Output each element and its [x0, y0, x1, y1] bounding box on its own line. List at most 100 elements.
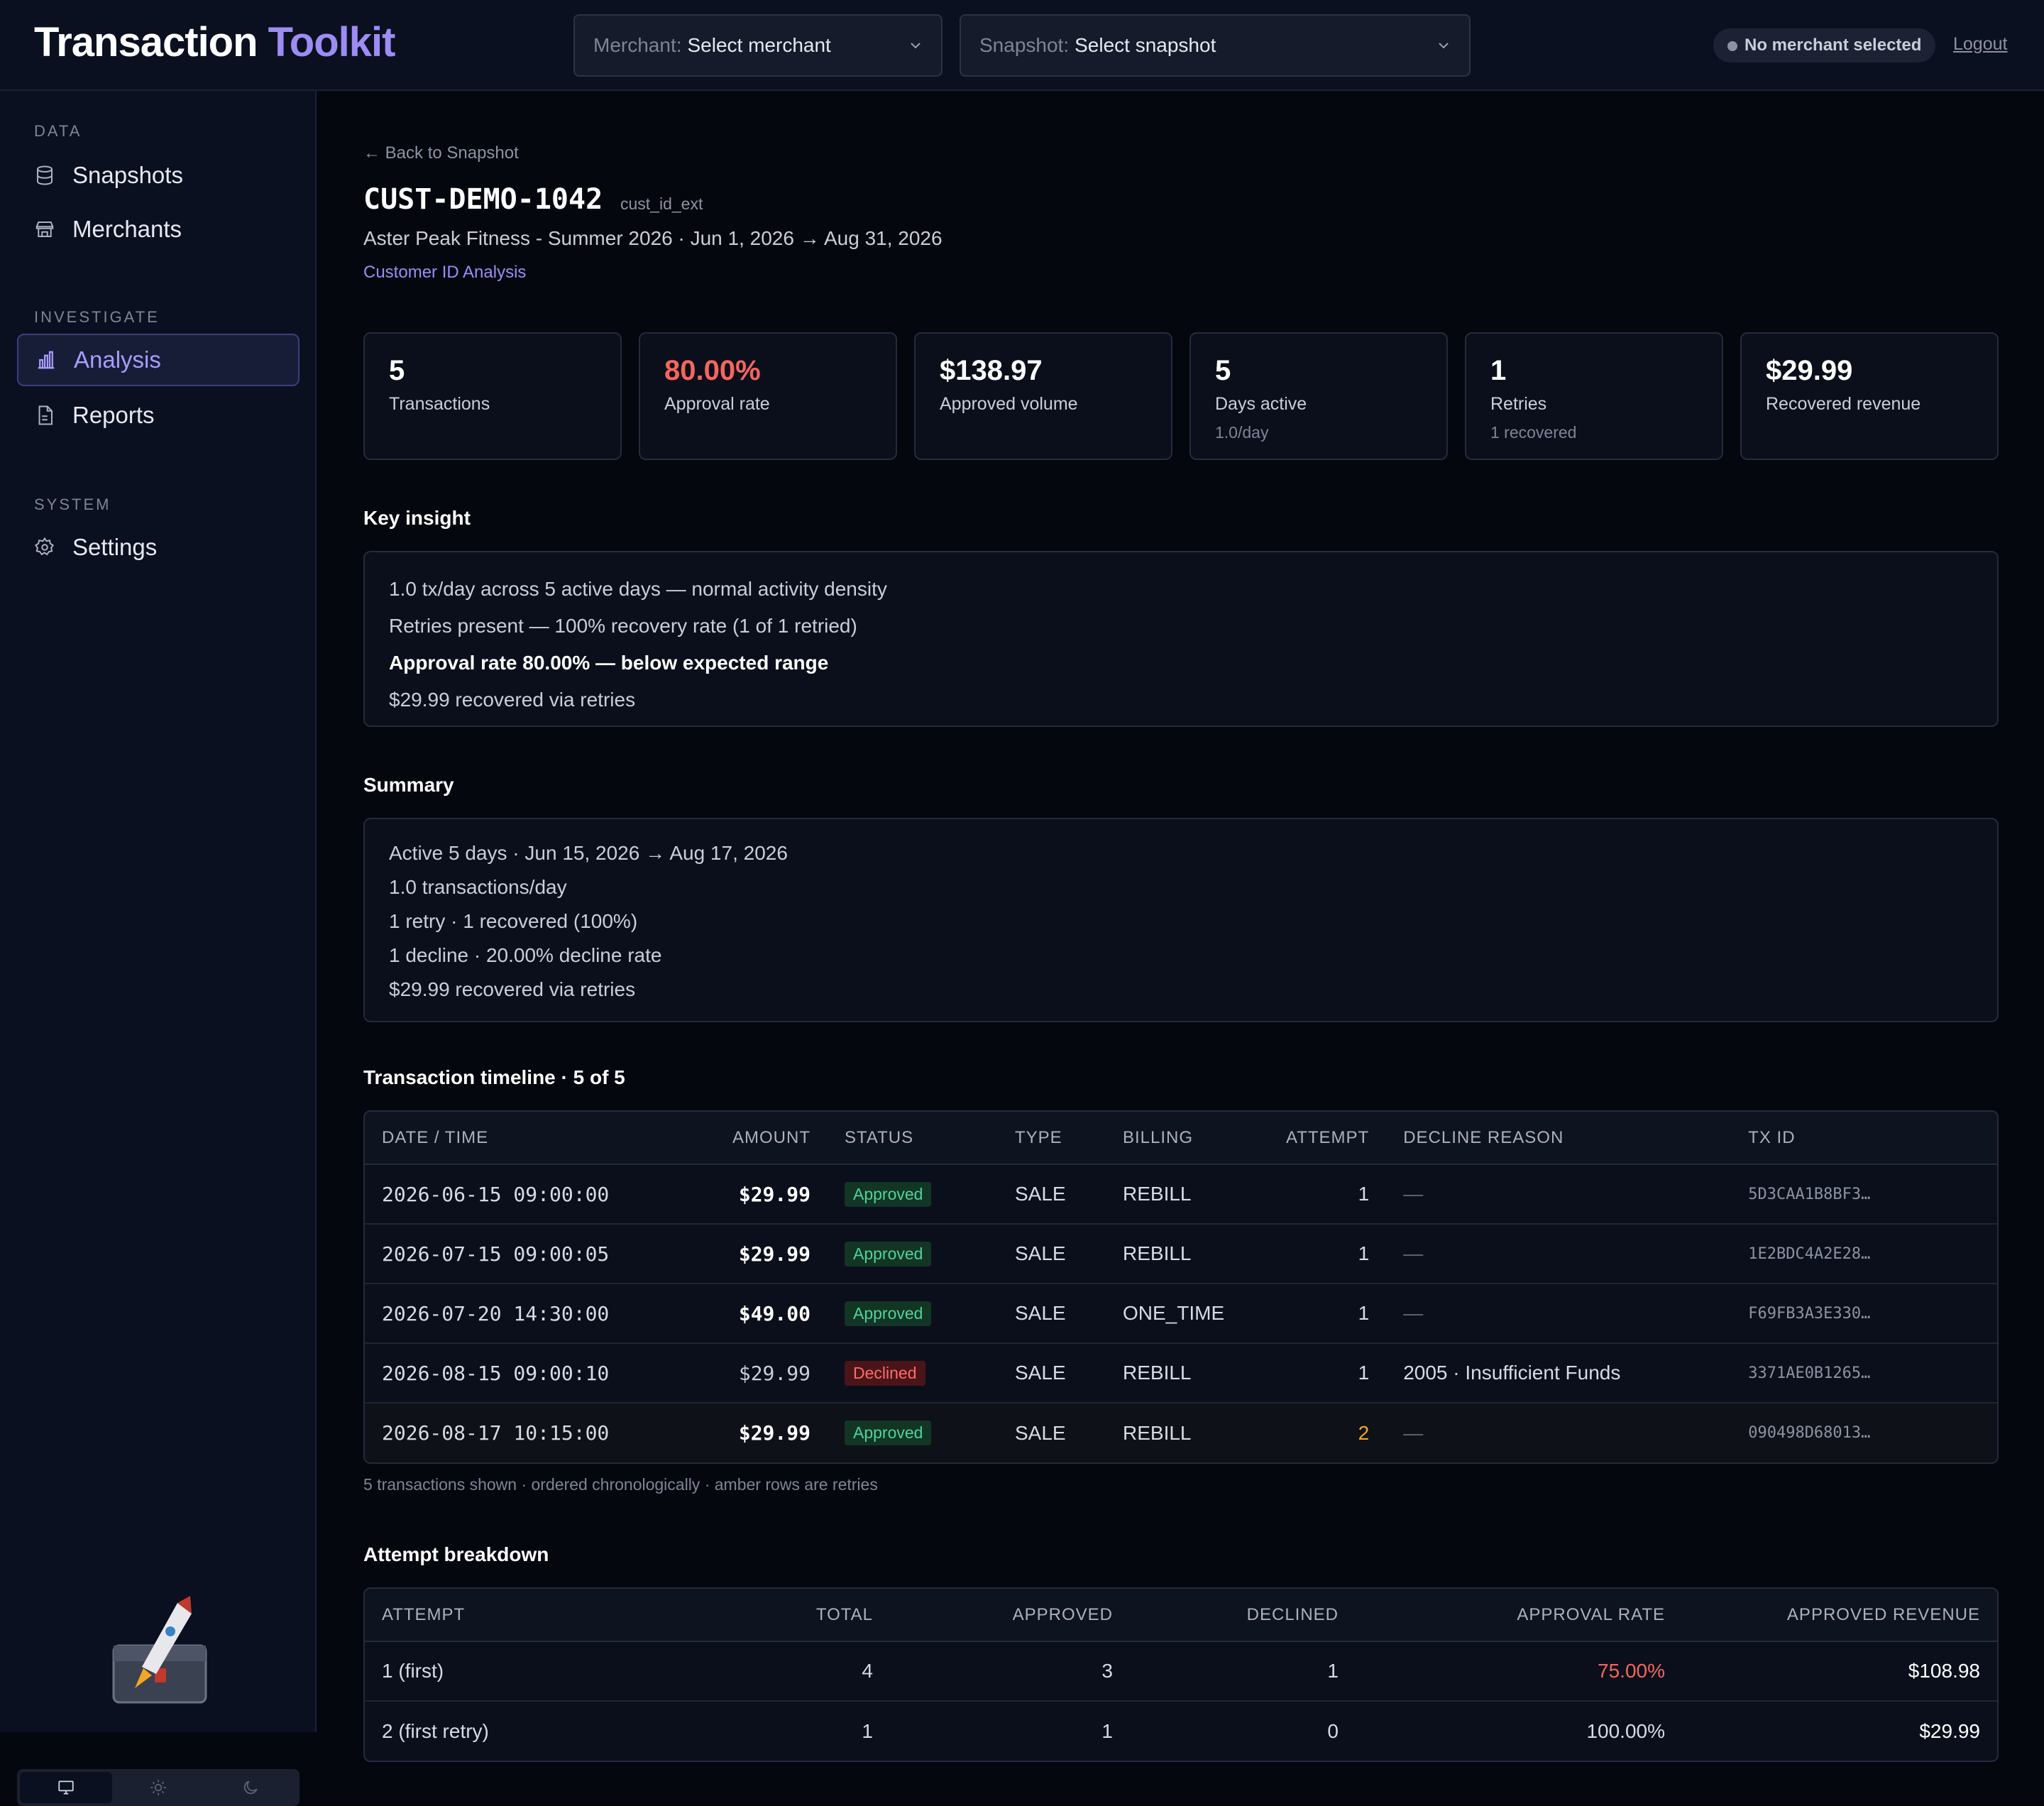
insight-line: Retries present — 100% recovery rate (1 …	[389, 615, 857, 637]
tx-attempt: 2	[1269, 1403, 1387, 1462]
document-icon	[38, 405, 53, 425]
attempt-breakdown-table: ATTEMPT TOTAL APPROVED DECLINED APPROVAL…	[363, 1587, 1999, 1762]
summary-title: Summary	[363, 774, 454, 796]
tx-billing: REBILL	[1106, 1403, 1269, 1462]
kpi-label: Approved volume	[940, 394, 1078, 414]
sun-icon	[150, 1780, 166, 1795]
tx-id: 1E2BDC4A2E28…	[1731, 1224, 1997, 1284]
kpi-transactions: 5 Transactions	[363, 332, 622, 460]
table-row[interactable]: 2026-07-20 14:30:00 $49.00 Approved SALE…	[365, 1284, 1997, 1344]
column-header: DATE / TIME	[365, 1112, 715, 1165]
tx-type: SALE	[998, 1343, 1106, 1403]
attempt-approved: 3	[890, 1641, 1130, 1702]
sidebar-item-analysis[interactable]: Analysis	[17, 334, 300, 386]
kpi-sub: 1.0/day	[1215, 423, 1269, 442]
timeline-title: Transaction timeline · 5 of 5	[363, 1066, 625, 1088]
chevron-down-icon	[911, 43, 921, 49]
column-header: TYPE	[998, 1112, 1106, 1165]
summary-line: 1 decline · 20.00% decline rate	[389, 944, 662, 966]
tx-attempt: 1	[1269, 1343, 1387, 1403]
insight-line: 1.0 tx/day across 5 active days — normal…	[389, 578, 887, 600]
sidebar-item-label: Snapshots	[72, 162, 183, 188]
tx-amount: $49.00	[715, 1284, 828, 1344]
chevron-down-icon	[1439, 43, 1449, 49]
customer-id-analysis-link[interactable]: Customer ID Analysis	[363, 263, 527, 282]
store-icon	[35, 221, 54, 237]
column-header: AMOUNT	[715, 1112, 828, 1165]
table-row-retry[interactable]: 2026-08-17 10:15:00 $29.99 Approved SALE…	[365, 1403, 1997, 1462]
kpi-retries: 1 Retries 1 recovered	[1465, 332, 1723, 460]
column-header: ATTEMPT	[365, 1589, 791, 1642]
key-insight-panel: 1.0 tx/day across 5 active days — normal…	[363, 551, 1999, 727]
sidebar-item-snapshots[interactable]: Snapshots	[17, 149, 300, 202]
column-header: ATTEMPT	[1269, 1112, 1387, 1165]
sidebar-item-merchants[interactable]: Merchants	[17, 203, 300, 256]
tx-status-cell: Approved	[828, 1164, 998, 1225]
tx-decline-reason: —	[1386, 1164, 1732, 1225]
kpi-value: 80.00%	[664, 355, 761, 386]
snapshot-select[interactable]: Snapshot: Select snapshot	[960, 14, 1471, 77]
tx-amount: $29.99	[715, 1403, 828, 1462]
key-insight-title: Key insight	[363, 507, 471, 529]
summary-line: 1 retry · 1 recovered (100%)	[389, 910, 638, 932]
attempt-approved: 1	[1101, 1719, 1113, 1742]
tx-billing: REBILL	[1106, 1224, 1269, 1284]
tx-id: 3371AE0B1265…	[1731, 1343, 1997, 1403]
attempt-declined: 0	[1327, 1719, 1339, 1742]
kpi-label: Transactions	[389, 394, 490, 414]
table-row: 1 (first) 4 3 1 75.00% $108.98	[365, 1641, 1997, 1702]
sidebar-section-system: SYSTEM	[34, 496, 111, 513]
insight-line: $29.99 recovered via retries	[389, 689, 636, 711]
column-header: APPROVED	[890, 1589, 1130, 1642]
tx-billing: ONE_TIME	[1106, 1284, 1269, 1344]
database-icon	[37, 165, 53, 185]
table-row: 2 (first retry) 1 1 0 100.00% $29.99	[365, 1701, 1997, 1761]
table-row[interactable]: 2026-07-15 09:00:05 $29.99 Approved SALE…	[365, 1224, 1997, 1284]
summary-line: Active 5 days · Jun 15, 2026 → Aug 17, 2…	[389, 842, 788, 864]
merchant-select[interactable]: Merchant: Select merchant	[573, 14, 943, 77]
tx-decline-reason: —	[1386, 1224, 1732, 1284]
snapshot-select-value: Select snapshot	[1075, 34, 1216, 56]
transaction-timeline-table: DATE / TIME AMOUNT STATUS TYPE BILLING A…	[363, 1110, 1999, 1464]
back-to-snapshot-link[interactable]: ← Back to Snapshot	[363, 143, 519, 163]
attempt-total: 1	[862, 1719, 873, 1742]
table-row[interactable]: 2026-06-15 09:00:00 $29.99 Approved SALE…	[365, 1164, 1997, 1225]
column-header: APPROVED REVENUE	[1682, 1589, 1997, 1642]
kpi-label: Approval rate	[664, 394, 770, 414]
table-row[interactable]: 2026-08-15 09:00:10 $29.99 Declined SALE…	[365, 1343, 1997, 1403]
sidebar-item-label: Merchants	[72, 216, 182, 242]
attempt-approved-revenue: $108.98	[1682, 1641, 1997, 1702]
app-title-accent: Toolkit	[268, 19, 396, 65]
logout-link[interactable]: Logout	[1953, 34, 2008, 54]
attempt-total: 4	[791, 1641, 890, 1702]
status-badge: Approved	[845, 1241, 932, 1266]
sidebar-item-label: Analysis	[74, 346, 161, 373]
status-badge: Approved	[845, 1181, 932, 1207]
theme-system-option[interactable]	[20, 1772, 112, 1803]
attempt-approval-rate: 100.00%	[1586, 1719, 1665, 1742]
sidebar-item-reports[interactable]: Reports	[17, 389, 300, 442]
tx-decline-reason: —	[1386, 1403, 1732, 1462]
kpi-label: Days active	[1215, 394, 1307, 414]
tx-amount: $29.99	[715, 1343, 828, 1403]
summary-line: 1.0 transactions/day	[389, 876, 567, 898]
app-title-main: Transaction	[34, 19, 258, 65]
summary-panel: Active 5 days · Jun 15, 2026 → Aug 17, 2…	[363, 818, 1999, 1022]
customer-id-field: cust_id_ext	[620, 195, 703, 213]
tx-type: SALE	[998, 1224, 1106, 1284]
tx-status-cell: Approved	[828, 1224, 998, 1284]
tx-attempt: 1	[1269, 1224, 1387, 1284]
sidebar-item-settings[interactable]: Settings	[17, 521, 300, 574]
theme-dark-option[interactable]	[204, 1772, 297, 1803]
theme-switch	[17, 1769, 300, 1806]
kpi-value: $29.99	[1766, 355, 1853, 386]
attempt-label: 1 (first)	[365, 1641, 791, 1702]
attempt-breakdown-title: Attempt breakdown	[363, 1543, 549, 1565]
tx-datetime: 2026-07-15 09:00:05	[365, 1224, 715, 1284]
merchant-select-value: Select merchant	[687, 34, 831, 56]
tx-attempt: 1	[1269, 1284, 1387, 1344]
theme-light-option[interactable]	[112, 1772, 204, 1803]
tx-status-cell: Approved	[828, 1403, 998, 1462]
tx-status-cell: Approved	[828, 1284, 998, 1344]
app-title: Transaction Toolkit	[34, 18, 395, 66]
